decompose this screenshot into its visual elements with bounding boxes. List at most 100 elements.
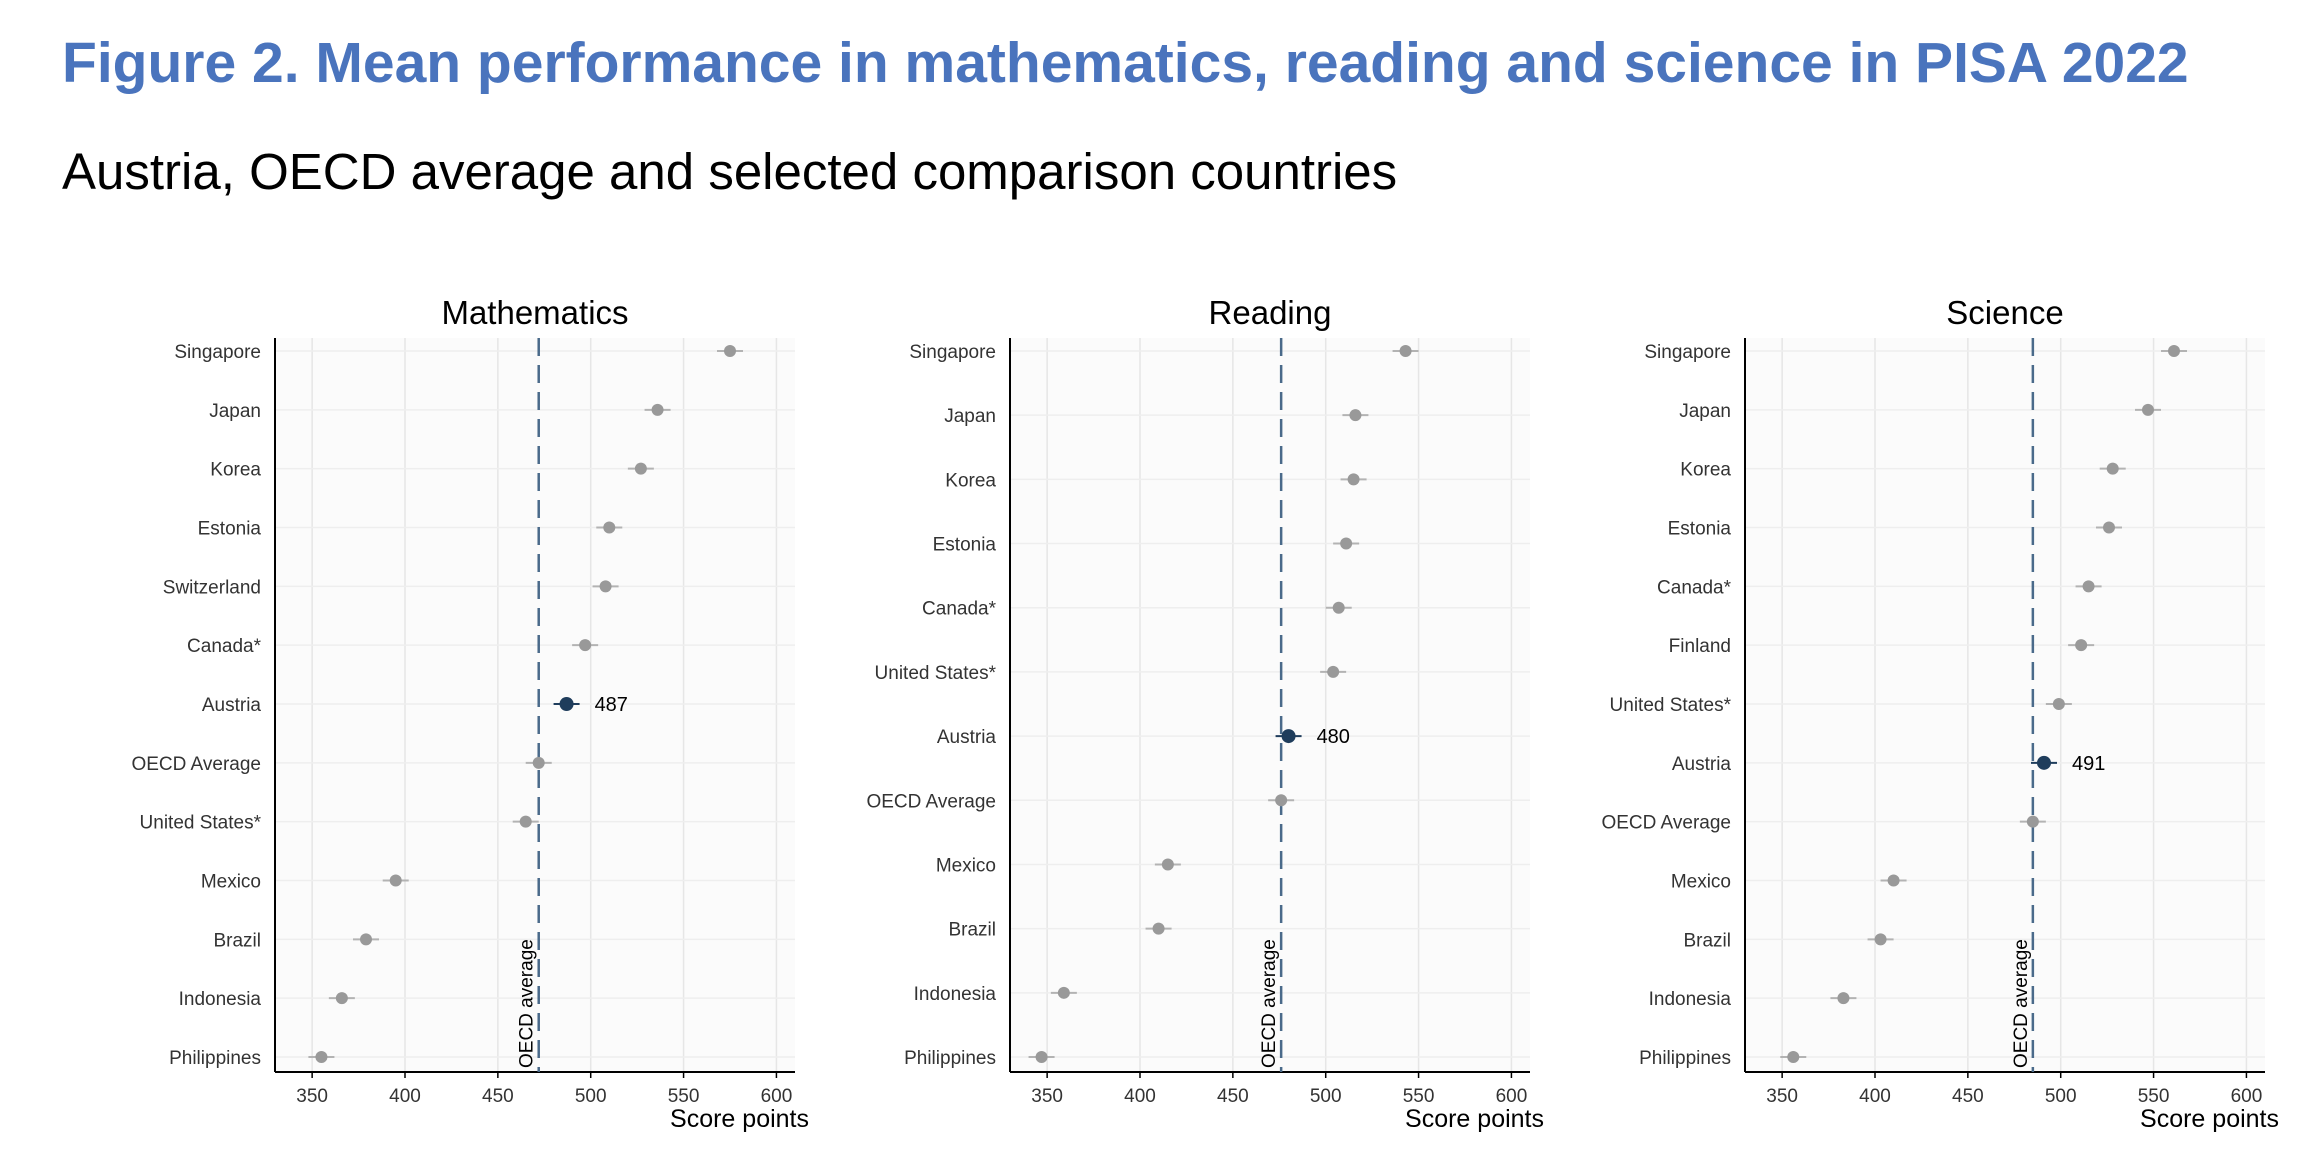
country-label: Austria (1672, 754, 1732, 775)
panel-title: Reading (1209, 294, 1332, 331)
oecd-average-label: OECD average (517, 939, 538, 1068)
x-tick-label: 350 (1031, 1086, 1063, 1107)
data-point (1057, 986, 1070, 999)
data-point (1161, 858, 1174, 871)
data-point (1275, 794, 1288, 807)
country-label: Singapore (909, 342, 996, 363)
country-label: Mexico (936, 855, 996, 876)
country-label: Singapore (1644, 342, 1731, 363)
panel-title: Mathematics (441, 294, 628, 331)
country-label: Philippines (904, 1048, 996, 1069)
oecd-average-label: OECD average (2011, 939, 2032, 1068)
x-axis-label: Score points (2140, 1105, 2279, 1133)
data-point (2026, 815, 2039, 828)
country-label: Korea (210, 460, 261, 481)
x-axis-label: Score points (670, 1105, 809, 1133)
country-label: Japan (944, 406, 996, 427)
panel-title: Science (1946, 294, 2063, 331)
data-point (360, 933, 372, 946)
x-tick-label: 550 (1403, 1086, 1435, 1107)
data-point (1332, 601, 1345, 614)
data-point (579, 639, 592, 652)
x-tick-label: 350 (1766, 1086, 1798, 1107)
x-tick-label: 600 (761, 1086, 793, 1107)
country-label: Indonesia (1649, 989, 1732, 1010)
data-point (532, 756, 545, 769)
country-label: Estonia (198, 519, 262, 540)
x-tick-label: 450 (1952, 1086, 1984, 1107)
country-label: Estonia (933, 535, 997, 556)
data-point (389, 874, 402, 887)
data-point (2082, 580, 2095, 593)
x-tick-label: 350 (296, 1086, 328, 1107)
country-label: Japan (1679, 401, 1731, 422)
plot-area (1010, 338, 1530, 1072)
data-point (2052, 698, 2065, 710)
x-tick-label: 450 (1217, 1086, 1249, 1107)
country-label: United States* (140, 813, 262, 834)
data-point (724, 345, 736, 357)
country-label: Korea (945, 470, 996, 491)
data-point (599, 580, 612, 593)
data-point (559, 697, 574, 711)
country-label: Canada* (922, 599, 997, 620)
x-tick-label: 500 (2045, 1086, 2077, 1107)
figure-title: Figure 2. Mean performance in mathematic… (62, 31, 2189, 95)
data-point (315, 1051, 328, 1063)
data-point (1787, 1051, 1800, 1063)
data-point (1340, 537, 1353, 550)
x-tick-label: 400 (389, 1086, 421, 1107)
country-label: Estonia (1668, 519, 1732, 540)
plot-area (1745, 338, 2265, 1072)
country-label: Brazil (213, 930, 261, 951)
country-label: Singapore (174, 342, 261, 363)
data-point (2037, 755, 2051, 770)
country-label: Mexico (201, 872, 261, 893)
data-label: 487 (595, 694, 628, 716)
data-point (2168, 345, 2180, 357)
country-label: Japan (209, 401, 261, 422)
x-tick-label: 500 (1310, 1086, 1342, 1107)
x-tick-label: 450 (482, 1086, 514, 1107)
plot-area (275, 338, 795, 1072)
country-label: OECD Average (131, 754, 261, 775)
x-tick-label: 400 (1859, 1086, 1891, 1107)
data-point (1837, 992, 1850, 1005)
x-tick-label: 550 (2138, 1086, 2170, 1107)
data-point (1035, 1051, 1048, 1063)
country-label: Brazil (1683, 930, 1731, 951)
data-point (2142, 403, 2154, 416)
country-label: Austria (202, 695, 262, 716)
country-label: OECD Average (866, 791, 996, 812)
country-label: Indonesia (179, 989, 262, 1010)
x-axis-label: Score points (1405, 1105, 1544, 1133)
data-point (1874, 933, 1887, 946)
figure-subtitle: Austria, OECD average and selected compa… (62, 143, 1398, 200)
data-point (2106, 462, 2119, 475)
data-point (1347, 473, 1360, 486)
country-label: Mexico (1671, 872, 1731, 893)
x-tick-label: 500 (575, 1086, 607, 1107)
x-tick-label: 550 (668, 1086, 700, 1107)
country-label: Brazil (948, 920, 996, 941)
country-label: Canada* (1657, 577, 1732, 598)
x-tick-label: 400 (1124, 1086, 1156, 1107)
country-label: Canada* (187, 636, 262, 657)
country-label: United States* (1610, 695, 1732, 716)
country-label: Finland (1669, 636, 1731, 657)
country-label: Indonesia (914, 984, 997, 1005)
country-label: Austria (937, 727, 997, 748)
country-label: Philippines (169, 1048, 261, 1069)
country-label: Korea (1680, 460, 1731, 481)
country-label: Philippines (1639, 1048, 1731, 1069)
data-point (1887, 874, 1900, 887)
country-label: OECD Average (1601, 813, 1731, 834)
x-tick-label: 600 (1496, 1086, 1528, 1107)
data-point (651, 403, 664, 416)
x-tick-label: 600 (2231, 1086, 2263, 1107)
data-point (1349, 409, 1362, 422)
data-point (603, 521, 616, 534)
data-point (1281, 729, 1296, 744)
data-point (335, 992, 348, 1005)
